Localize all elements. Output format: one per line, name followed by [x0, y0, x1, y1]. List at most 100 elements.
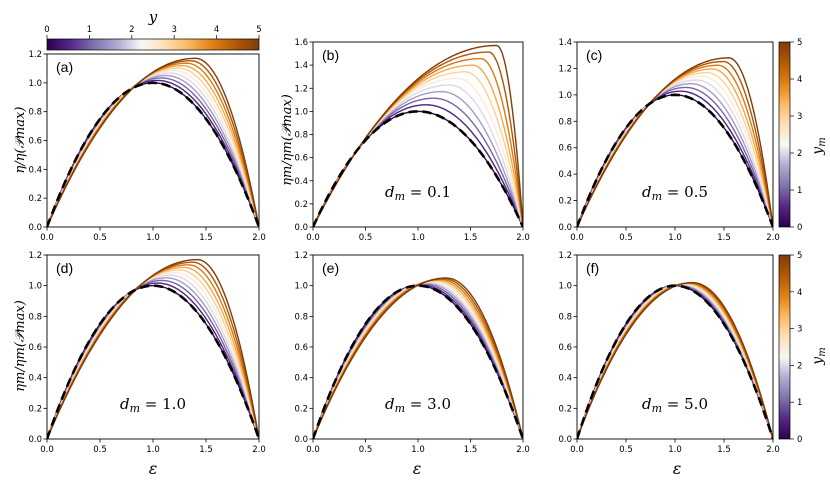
x-tick-label: 0.5 [619, 233, 633, 243]
panel-label: (c) [586, 47, 602, 63]
y-tick-label: 1.0 [28, 282, 42, 292]
top-colorbar-tick-label: 3 [171, 25, 176, 35]
y-tick-label: 1.2 [28, 251, 42, 261]
x-tick-label: 0.5 [619, 445, 633, 455]
y-tick-label: 0.8 [28, 108, 42, 118]
series-line-6 [313, 71, 523, 227]
y-tick-label: 1.0 [28, 79, 42, 89]
series-line-6 [47, 269, 259, 439]
y-tick-label: 0.8 [558, 117, 572, 127]
y-tick-label: 0.4 [558, 374, 572, 384]
x-axis-label-right: ε [673, 459, 682, 478]
y-tick-label: 0.6 [28, 343, 42, 353]
y-tick-label: 0.0 [558, 223, 572, 233]
reference-dashed-line [47, 81, 259, 227]
side-colorbar-tick-label: 0 [797, 223, 802, 233]
series-line-6 [47, 67, 259, 227]
top-colorbar-label: y [148, 8, 158, 26]
series-line-4 [313, 84, 523, 227]
reference-dashed-line [313, 284, 523, 439]
y-tick-label: 1.0 [294, 282, 308, 292]
x-tick-label: 2.0 [516, 233, 530, 243]
reference-dashed-line [577, 284, 773, 439]
y-tick-label: 0.4 [28, 165, 42, 175]
x-axis-label-middle: ε [413, 459, 422, 478]
x-tick-label: 0.5 [359, 445, 373, 455]
side-colorbar-tick-label: 1 [797, 186, 802, 196]
x-tick-label: 0.0 [570, 233, 584, 243]
x-tick-label: 0.0 [306, 233, 320, 243]
top-colorbar-tick-label: 0 [44, 25, 49, 35]
y-tick-label: 0.2 [558, 404, 572, 414]
y-tick-label: 1.2 [294, 84, 308, 94]
x-tick-label: 1.5 [717, 445, 731, 455]
y-tick-label: 0.4 [558, 170, 572, 180]
side-colorbar-tick-label: 1 [797, 398, 802, 408]
series-line-9 [47, 60, 259, 227]
y-tick-label: 1.6 [294, 38, 308, 48]
top-colorbar-tick-label: 4 [214, 25, 219, 35]
x-tick-label: 0.5 [93, 233, 107, 243]
panel-label: (d) [56, 260, 73, 276]
top-colorbar: y 0 1 2 3 4 5 [44, 8, 262, 51]
y-tick-label: 0.2 [294, 200, 308, 210]
dm-annotation: dm = 3.0 [385, 395, 451, 415]
panel-d: 0.0 0.5 1.0 1.5 2.0 0.0 0.2 0.4 0.6 0.8 1.0 1.2 (d) d… [28, 251, 265, 455]
x-tick-label: 1.0 [668, 233, 682, 243]
x-tick-label: 2.0 [766, 445, 780, 455]
side-colorbar-tick-label: 0 [797, 435, 802, 445]
top-colorbar-tick-label: 5 [256, 25, 261, 35]
top-colorbar-tick-label: 1 [87, 25, 92, 35]
series-line-10 [577, 57, 773, 227]
reference-dashed-line [577, 93, 773, 227]
y-tick-label: 0.0 [294, 435, 308, 445]
y-tick-label: 1.2 [294, 251, 308, 261]
x-tick-label: 1.5 [464, 445, 478, 455]
y-tick-label: 0.6 [28, 137, 42, 147]
x-tick-label: 2.0 [516, 445, 530, 455]
y-tick-label: 1.2 [28, 50, 42, 60]
x-tick-label: 2.0 [766, 233, 780, 243]
y-tick-label: 1.0 [294, 107, 308, 117]
y-axis-label-panel-b: ηm/ηm(𝒫max) [280, 94, 295, 186]
reference-dashed-line [313, 110, 523, 227]
y-tick-label: 0.2 [28, 404, 42, 414]
y-tick-label: 0.2 [28, 194, 42, 204]
side-colorbar-bottom: 0 1 2 3 4 5 ym [778, 251, 828, 445]
x-tick-label: 1.0 [146, 445, 160, 455]
top-colorbar-tick-label: 2 [129, 25, 134, 35]
x-tick-label: 1.0 [146, 233, 160, 243]
x-tick-label: 1.5 [199, 445, 213, 455]
x-tick-label: 0.0 [570, 445, 584, 455]
y-tick-label: 1.2 [558, 64, 572, 74]
y-tick-label: 0.8 [558, 312, 572, 322]
y-tick-label: 0.4 [294, 177, 308, 187]
x-tick-label: 2.0 [252, 445, 266, 455]
y-tick-label: 0.6 [294, 154, 308, 164]
side-colorbar-top-gradient [778, 41, 791, 228]
x-tick-label: 1.5 [464, 233, 478, 243]
x-tick-label: 0.5 [359, 233, 373, 243]
reference-dashed-line [47, 284, 259, 439]
y-tick-label: 0.6 [294, 343, 308, 353]
y-tick-label: 1.4 [558, 38, 572, 48]
y-tick-label: 0.4 [294, 374, 308, 384]
x-tick-label: 1.5 [717, 233, 731, 243]
y-tick-label: 0.0 [558, 435, 572, 445]
side-colorbar-tick-label: 2 [797, 149, 802, 159]
series-line-10 [313, 277, 523, 439]
x-tick-label: 1.0 [411, 445, 425, 455]
side-colorbar-tick-label: 3 [797, 112, 802, 122]
panel-e: 0.0 0.5 1.0 1.5 2.0 0.0 0.2 0.4 0.6 0.8 1.0 1.2 (e) d… [294, 251, 529, 455]
y-tick-label: 1.0 [558, 91, 572, 101]
y-tick-label: 0.2 [294, 404, 308, 414]
side-colorbar-top: 0 1 2 3 4 5 ym [778, 38, 828, 233]
panel-b: 0.0 0.5 1.0 1.5 2.0 0.0 0.2 0.4 0.6 0.8 1.0 1.2 1.4 1… [294, 38, 529, 243]
series-line-10 [47, 57, 259, 227]
x-tick-label: 0.5 [93, 445, 107, 455]
y-tick-label: 1.4 [294, 61, 308, 71]
series-line-10 [47, 258, 259, 439]
side-colorbar-tick-label: 2 [797, 361, 802, 371]
dm-annotation: dm = 0.5 [642, 183, 708, 203]
panel-c: 0.0 0.5 1.0 1.5 2.0 0.0 0.2 0.4 0.6 0.8 1.0 1.2 1.4 (… [558, 38, 779, 243]
